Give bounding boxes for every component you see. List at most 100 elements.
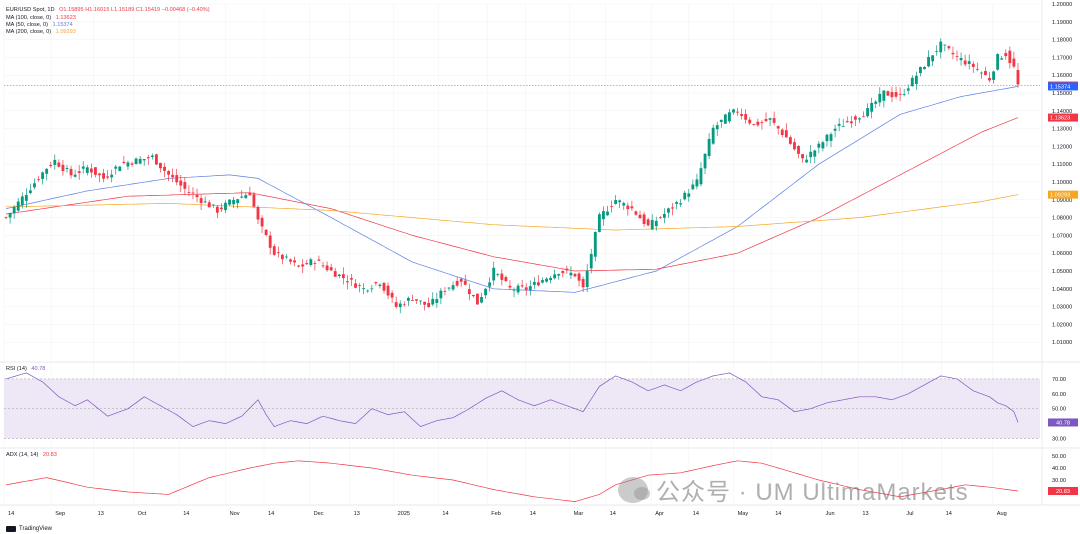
candle [45, 168, 49, 174]
candle [975, 68, 979, 70]
candle [130, 163, 134, 165]
candle [610, 206, 613, 208]
x-tick-label: 2025 [398, 511, 410, 517]
x-tick-label: 13 [98, 511, 104, 517]
candle [329, 267, 333, 271]
candle [784, 130, 788, 138]
candle [919, 66, 922, 74]
price-tag-value: 1.13623 [1050, 116, 1070, 122]
adx-title: ADX (14, 14) [6, 452, 39, 458]
candle [98, 173, 101, 176]
candle [1016, 70, 1020, 85]
adx-legend[interactable]: ADX (14, 14) 20.83 [6, 452, 57, 458]
adx-value-tag [1048, 487, 1078, 496]
candle [370, 288, 374, 290]
candle [398, 303, 402, 308]
candle [500, 273, 504, 280]
candle [341, 274, 345, 279]
candle [268, 235, 272, 248]
candle [797, 145, 800, 154]
adx-tick-label: 30.00 [1052, 478, 1066, 484]
candle [809, 151, 813, 158]
candle [325, 265, 329, 271]
candle [293, 260, 296, 263]
x-tick-label: Apr [655, 511, 664, 517]
candle [914, 75, 918, 85]
candle [134, 158, 138, 165]
candle [289, 259, 292, 262]
x-tick-label: Mar [574, 511, 584, 517]
candle [411, 300, 414, 302]
candle [406, 297, 410, 301]
legend-ma50[interactable]: MA (50, close, 0) 1.15374 [6, 22, 73, 29]
candle [520, 285, 524, 287]
legend-ma100[interactable]: MA (100, close, 0) 1.13623 [6, 15, 76, 22]
candle [650, 220, 654, 230]
y-tick-label: 1.19000 [1052, 20, 1072, 26]
ma200-line [5, 194, 1019, 231]
candle [723, 114, 727, 124]
candle [53, 159, 57, 165]
rsi-legend[interactable]: RSI (14) 40.78 [6, 366, 45, 372]
candle [228, 199, 231, 205]
candle [297, 265, 301, 267]
candle [313, 263, 317, 264]
candle [581, 279, 585, 288]
candle [240, 196, 244, 198]
y-tick-label: 1.13000 [1052, 127, 1072, 133]
candle [317, 259, 321, 261]
candle [390, 292, 394, 298]
candle [285, 256, 288, 258]
candle [220, 207, 223, 210]
candle [451, 285, 455, 290]
adx-line [5, 460, 1019, 502]
candle [211, 204, 215, 206]
y-tick-label: 1.20000 [1052, 2, 1072, 8]
y-tick-label: 1.14000 [1052, 109, 1072, 115]
candle [565, 268, 569, 271]
candle [910, 77, 914, 87]
candle [866, 108, 870, 117]
candle [906, 88, 910, 91]
price-axis[interactable]: 1.20000 1.19000 1.18000 1.17000 1.16000 1.150… [1052, 2, 1072, 346]
candle [589, 253, 593, 269]
price-tag [1048, 190, 1078, 199]
tradingview-logo[interactable]: TradingView [6, 526, 52, 532]
candle [943, 44, 947, 46]
candle [833, 128, 837, 131]
time-axis[interactable]: 14 Sep 13 Oct 14 Nov 14 Dec 13 2025 14 Feb 14 Mar 14 Ap… [8, 511, 1007, 517]
candle [171, 174, 175, 178]
candle [142, 159, 146, 161]
candle [886, 91, 890, 96]
candle [301, 264, 305, 267]
candle [179, 180, 183, 186]
candle [362, 288, 366, 290]
x-tick-label: Sep [55, 511, 65, 517]
candle [553, 274, 557, 279]
candle [459, 278, 463, 282]
candle [378, 284, 382, 286]
candle [110, 174, 114, 178]
x-tick-label: 14 [693, 511, 699, 517]
candle [1000, 58, 1004, 60]
legend-ma200[interactable]: MA (200, close, 0) 1.09293 [6, 29, 76, 36]
candle [175, 175, 179, 183]
candle [630, 206, 634, 209]
candle [85, 167, 89, 173]
candle [374, 282, 378, 284]
candle [845, 121, 849, 123]
y-tick-label: 1.12000 [1052, 144, 1072, 150]
rsi-legend-value: 40.78 [31, 366, 46, 372]
candle [81, 166, 85, 169]
candle [532, 281, 536, 285]
x-tick-label: 14 [183, 511, 189, 517]
candle [126, 162, 130, 167]
candle [793, 142, 796, 150]
pane-dividers[interactable] [0, 0, 1080, 506]
legend-symbol[interactable]: EUR/USD Spot, 1D O1.15895 H1.16015 L1.15… [6, 7, 210, 14]
candle [805, 159, 809, 163]
candle [138, 158, 142, 164]
candle [455, 280, 459, 286]
candle [760, 122, 764, 123]
